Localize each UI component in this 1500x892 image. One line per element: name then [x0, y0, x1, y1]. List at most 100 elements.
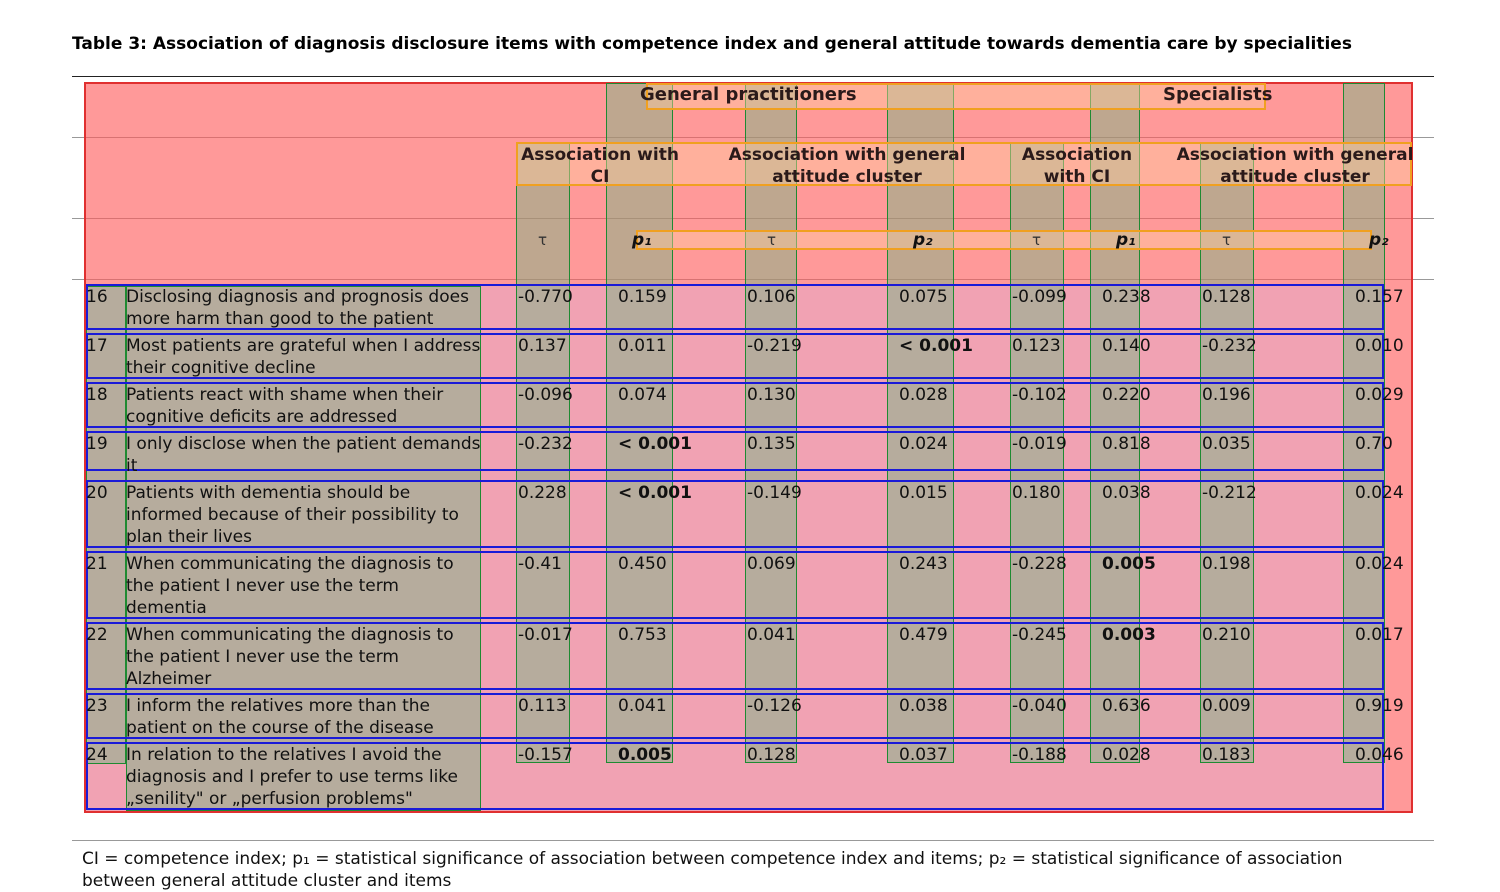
row-number: 22 [86, 625, 108, 645]
value-cell: 0.183 [1202, 745, 1251, 765]
row-number: 18 [86, 385, 108, 405]
value-cell: -0.157 [518, 745, 573, 765]
value-cell: < 0.001 [618, 483, 692, 503]
value-cell: -0.245 [1012, 625, 1067, 645]
item-text: I inform the relatives more than the pat… [126, 696, 434, 738]
value-cell: -0.228 [1012, 554, 1067, 574]
value-cell: 0.005 [1102, 554, 1156, 574]
header-rule-2 [72, 218, 1434, 219]
value-cell: 0.210 [1202, 625, 1251, 645]
item-text: Disclosing diagnosis and prognosis does … [126, 287, 469, 329]
value-cell: 0.005 [618, 745, 672, 765]
row-number: 19 [86, 434, 108, 454]
value-cell: 0.037 [899, 745, 948, 765]
value-cell: 0.075 [899, 287, 948, 307]
value-cell: 0.450 [618, 554, 667, 574]
value-cell: -0.149 [747, 483, 802, 503]
p2-header: p₂ [1369, 230, 1389, 250]
value-cell: 0.135 [747, 434, 796, 454]
value-cell: 0.009 [1202, 696, 1251, 716]
item-text: In relation to the relatives I avoid the… [126, 745, 458, 809]
value-cell: -0.017 [518, 625, 573, 645]
value-cell: 0.479 [899, 625, 948, 645]
value-cell: 0.128 [1202, 287, 1251, 307]
value-cell: 0.140 [1102, 336, 1151, 356]
item-text: Patients with dementia should be informe… [126, 483, 459, 547]
tau-header: τ [1032, 231, 1042, 249]
value-cell: 0.029 [1355, 385, 1404, 405]
value-cell: 0.220 [1102, 385, 1151, 405]
value-cell: 0.137 [518, 336, 567, 356]
value-cell: 0.046 [1355, 745, 1404, 765]
value-cell: 0.024 [1355, 483, 1404, 503]
header-rule-3 [72, 279, 1434, 280]
group-header-gp: General practitioners [640, 84, 857, 105]
value-cell: -0.019 [1012, 434, 1067, 454]
value-cell: -0.219 [747, 336, 802, 356]
row-number: 17 [86, 336, 108, 356]
value-cell: -0.040 [1012, 696, 1067, 716]
value-cell: 0.041 [747, 625, 796, 645]
subheader-gp-att: Association with general attitude cluste… [728, 145, 966, 187]
value-cell: -0.102 [1012, 385, 1067, 405]
tau-header: τ [1222, 231, 1232, 249]
value-cell: 0.818 [1102, 434, 1151, 454]
value-cell: 0.243 [899, 554, 948, 574]
value-cell: 0.128 [747, 745, 796, 765]
value-cell: -0.232 [1202, 336, 1257, 356]
table-caption: Table 3: Association of diagnosis disclo… [72, 34, 1352, 54]
value-cell: -0.096 [518, 385, 573, 405]
symbol-row-overlay [636, 230, 1372, 250]
value-cell: -0.41 [518, 554, 562, 574]
value-cell: < 0.001 [618, 434, 692, 454]
item-text: Most patients are grateful when I addres… [126, 336, 481, 378]
bottom-rule [72, 840, 1434, 841]
value-cell: 0.157 [1355, 287, 1404, 307]
value-cell: 0.035 [1202, 434, 1251, 454]
value-cell: -0.126 [747, 696, 802, 716]
value-cell: 0.753 [618, 625, 667, 645]
group-header-sp: Specialists [1163, 84, 1273, 105]
value-cell: 0.069 [747, 554, 796, 574]
value-cell: 0.106 [747, 287, 796, 307]
row-number-column-overlay [86, 286, 126, 764]
value-cell: 0.010 [1355, 336, 1404, 356]
value-cell: 0.196 [1202, 385, 1251, 405]
value-cell: -0.212 [1202, 483, 1257, 503]
top-rule [72, 76, 1434, 77]
subheader-sp-ci: Association with CI [1021, 145, 1133, 187]
value-cell: 0.180 [1012, 483, 1061, 503]
subheader-sp-att: Association with general attitude cluste… [1176, 145, 1414, 187]
table-footnote: CI = competence index; p₁ = statistical … [82, 849, 1343, 891]
value-cell: -0.188 [1012, 745, 1067, 765]
value-cell: 0.038 [899, 696, 948, 716]
value-cell: -0.099 [1012, 287, 1067, 307]
p1-header: p₁ [1116, 230, 1136, 250]
value-cell: 0.113 [518, 696, 567, 716]
subheader-gp-ci: Association with CI [521, 145, 679, 187]
value-cell: 0.028 [899, 385, 948, 405]
item-text: When communicating the diagnosis to the … [126, 625, 454, 689]
value-cell: 0.123 [1012, 336, 1061, 356]
value-cell: 0.038 [1102, 483, 1151, 503]
p2-header: p₂ [913, 230, 933, 250]
row-number: 23 [86, 696, 108, 716]
value-cell: 0.028 [1102, 745, 1151, 765]
value-cell: 0.228 [518, 483, 567, 503]
value-cell: 0.70 [1355, 434, 1393, 454]
p1-header: p₁ [632, 230, 652, 250]
value-cell: 0.074 [618, 385, 667, 405]
value-cell: 0.011 [618, 336, 667, 356]
value-cell: 0.238 [1102, 287, 1151, 307]
row-number: 20 [86, 483, 108, 503]
item-text: Patients react with shame when their cog… [126, 385, 444, 427]
item-text: I only disclose when the patient demands… [126, 434, 481, 476]
value-cell: 0.919 [1355, 696, 1404, 716]
value-cell: 0.636 [1102, 696, 1151, 716]
value-cell: -0.232 [518, 434, 573, 454]
row-number: 16 [86, 287, 108, 307]
value-cell: 0.024 [899, 434, 948, 454]
header-rule-1 [72, 137, 1434, 138]
value-cell: 0.003 [1102, 625, 1156, 645]
value-cell: < 0.001 [899, 336, 973, 356]
